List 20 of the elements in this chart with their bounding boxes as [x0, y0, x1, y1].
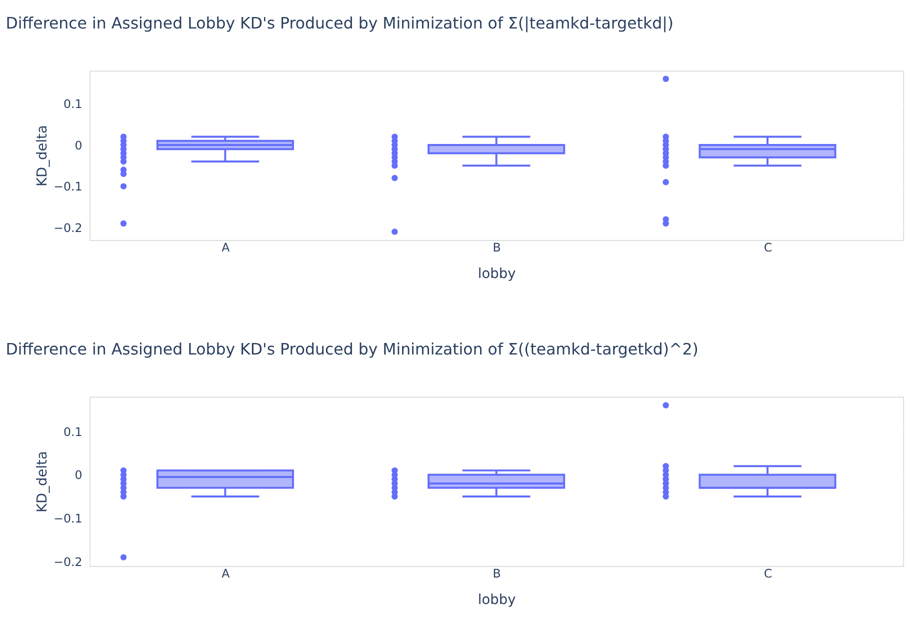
x-tick-label: A	[222, 240, 230, 254]
x-tick-label: C	[764, 566, 772, 580]
x-tick-label: A	[222, 566, 230, 580]
y-tick-label: 0	[74, 138, 82, 152]
y-tick-label: −0.1	[54, 512, 82, 526]
chart-title: Difference in Assigned Lobby KD's Produced by Minimization of Σ(|teamkd-targetkd|)	[6, 13, 674, 32]
x-tick-label: B	[492, 566, 501, 580]
x-tick-label: B	[492, 240, 501, 254]
y-tick-label: −0.2	[54, 221, 82, 236]
chart-title: Difference in Assigned Lobby KD's Produced by Minimization of Σ((teamkd-targetkd)^2)	[6, 339, 698, 358]
y-axis-title: KD_delta	[34, 451, 51, 512]
x-axis-title: lobby	[478, 266, 516, 282]
x-tick-label: C	[764, 240, 772, 254]
y-tick-label: −0.1	[54, 180, 82, 194]
y-tick-label: 0.1	[63, 424, 82, 439]
y-tick-label: 0	[74, 468, 82, 482]
y-tick-label: −0.2	[54, 555, 82, 570]
y-axis-title: KD_delta	[34, 125, 51, 186]
y-tick-label: 0.1	[63, 97, 82, 112]
x-axis-title: lobby	[478, 592, 516, 608]
